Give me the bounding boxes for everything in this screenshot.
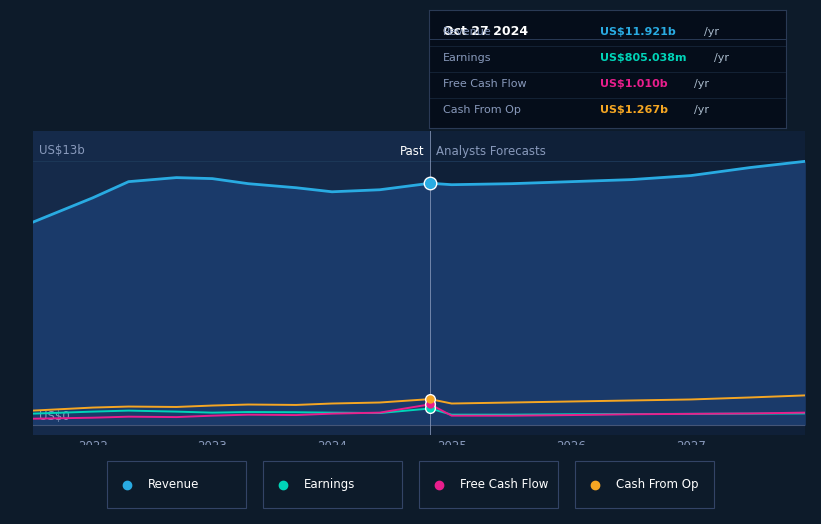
- Text: Past: Past: [400, 145, 424, 158]
- Text: Oct 27 2024: Oct 27 2024: [443, 25, 528, 38]
- FancyBboxPatch shape: [419, 461, 558, 508]
- Text: Earnings: Earnings: [443, 52, 491, 63]
- Bar: [430, 131, 805, 435]
- Text: Earnings: Earnings: [304, 478, 355, 491]
- Text: /yr: /yr: [694, 79, 709, 89]
- Text: Revenue: Revenue: [443, 27, 492, 37]
- Text: Cash From Op: Cash From Op: [616, 478, 698, 491]
- Text: Revenue: Revenue: [148, 478, 200, 491]
- FancyBboxPatch shape: [575, 461, 714, 508]
- Text: US$805.038m: US$805.038m: [600, 52, 686, 63]
- FancyBboxPatch shape: [107, 461, 246, 508]
- Text: US$1.010b: US$1.010b: [600, 79, 667, 89]
- Bar: [33, 131, 430, 435]
- Text: /yr: /yr: [713, 52, 728, 63]
- Text: US$13b: US$13b: [39, 144, 85, 157]
- FancyBboxPatch shape: [263, 461, 402, 508]
- Text: US$11.921b: US$11.921b: [600, 27, 676, 37]
- Text: Analysts Forecasts: Analysts Forecasts: [436, 145, 546, 158]
- Text: Cash From Op: Cash From Op: [443, 104, 521, 115]
- Text: /yr: /yr: [704, 27, 718, 37]
- Text: Free Cash Flow: Free Cash Flow: [460, 478, 548, 491]
- Text: US$0: US$0: [39, 410, 70, 423]
- Text: US$1.267b: US$1.267b: [600, 104, 668, 115]
- Text: Free Cash Flow: Free Cash Flow: [443, 79, 526, 89]
- Text: /yr: /yr: [694, 104, 709, 115]
